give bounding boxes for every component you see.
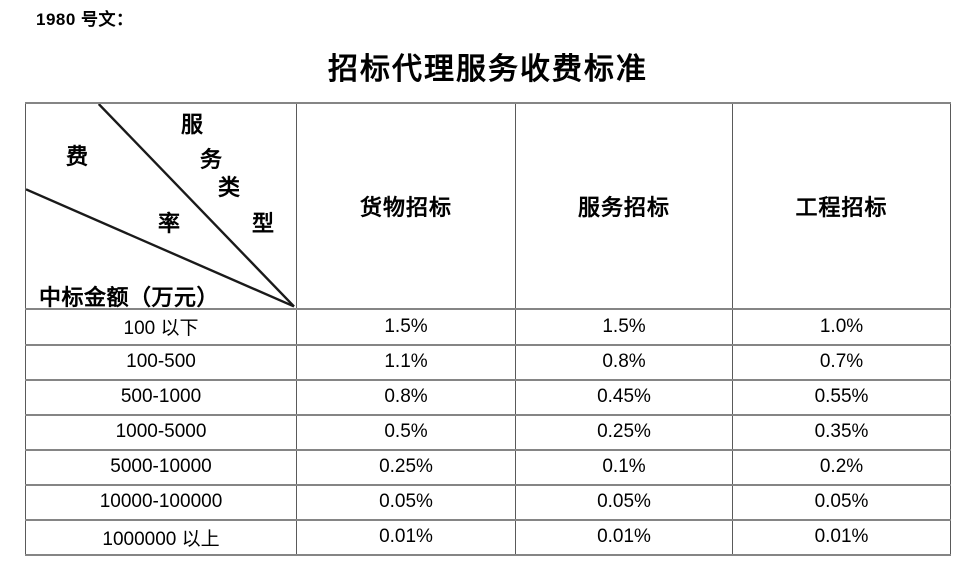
fee-table: 服 务 类 型 费 率 中标金额（万元） 货物招标 服务招标 工程招标 100 … bbox=[25, 101, 951, 557]
corner-service-type-char-1: 服 bbox=[180, 112, 204, 137]
rate-cell: 0.8% bbox=[296, 378, 516, 416]
rate-cell: 0.25% bbox=[515, 413, 733, 451]
rate-cell: 0.8% bbox=[515, 343, 733, 381]
table-row: 5000-10000 0.25% 0.1% 0.2% bbox=[25, 448, 951, 486]
corner-service-type-char-4: 型 bbox=[251, 211, 275, 236]
rate-cell: 1.0% bbox=[732, 308, 951, 346]
corner-amount-label: 中标金额（万元） bbox=[39, 285, 220, 310]
rate-cell: 0.01% bbox=[515, 518, 733, 557]
rate-cell: 0.7% bbox=[732, 343, 951, 381]
table-corner-cell: 服 务 类 型 费 率 中标金额（万元） bbox=[25, 101, 297, 311]
rate-cell: 0.2% bbox=[732, 448, 951, 486]
rate-cell: 0.01% bbox=[732, 518, 951, 557]
rate-cell: 0.35% bbox=[732, 413, 951, 451]
rate-cell: 0.05% bbox=[515, 483, 733, 521]
rate-cell: 1.1% bbox=[296, 343, 516, 381]
amount-range-cell: 100 以下 bbox=[25, 308, 297, 346]
amount-range-cell: 1000000 以上 bbox=[25, 518, 297, 557]
doc-ref-label: 1980 号文： bbox=[36, 10, 134, 29]
table-row: 1000000 以上 0.01% 0.01% 0.01% bbox=[25, 518, 951, 557]
rate-cell: 0.05% bbox=[732, 483, 951, 521]
rate-cell: 0.45% bbox=[515, 378, 733, 416]
table-row: 10000-100000 0.05% 0.05% 0.05% bbox=[25, 483, 951, 521]
table-header-row: 服 务 类 型 费 率 中标金额（万元） 货物招标 服务招标 工程招标 bbox=[25, 101, 951, 311]
amount-range-cell: 1000-5000 bbox=[25, 413, 297, 451]
column-header-works: 工程招标 bbox=[732, 101, 951, 311]
table-row: 100-500 1.1% 0.8% 0.7% bbox=[25, 343, 951, 381]
amount-range-cell: 500-1000 bbox=[25, 378, 297, 416]
amount-range-cell: 5000-10000 bbox=[25, 448, 297, 486]
rate-cell: 0.55% bbox=[732, 378, 951, 416]
corner-service-type-char-3: 类 bbox=[217, 175, 241, 200]
table-row: 100 以下 1.5% 1.5% 1.0% bbox=[25, 308, 951, 346]
rate-cell: 1.5% bbox=[296, 308, 516, 346]
rate-cell: 1.5% bbox=[515, 308, 733, 346]
amount-range-cell: 100-500 bbox=[25, 343, 297, 381]
amount-range-cell: 10000-100000 bbox=[25, 483, 297, 521]
rate-cell: 0.25% bbox=[296, 448, 516, 486]
diagonal-divider-lines bbox=[26, 104, 295, 308]
column-header-goods: 货物招标 bbox=[296, 101, 516, 311]
column-header-services: 服务招标 bbox=[515, 101, 733, 311]
rate-cell: 0.05% bbox=[296, 483, 516, 521]
rate-cell: 0.01% bbox=[296, 518, 516, 557]
corner-fee-rate-char-1: 费 bbox=[65, 144, 89, 169]
rate-cell: 0.5% bbox=[296, 413, 516, 451]
corner-fee-rate-char-2: 率 bbox=[157, 211, 181, 236]
corner-service-type-char-2: 务 bbox=[199, 147, 223, 172]
table-row: 1000-5000 0.5% 0.25% 0.35% bbox=[25, 413, 951, 451]
page-title: 招标代理服务收费标准 bbox=[328, 53, 648, 86]
table-row: 500-1000 0.8% 0.45% 0.55% bbox=[25, 378, 951, 416]
rate-cell: 0.1% bbox=[515, 448, 733, 486]
